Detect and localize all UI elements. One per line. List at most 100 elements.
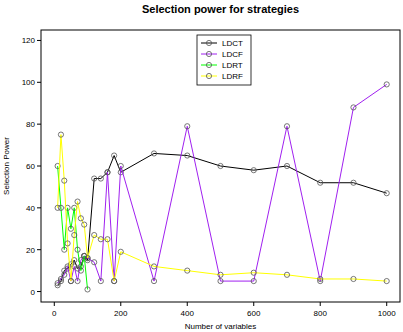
y-tick — [37, 40, 41, 41]
point — [75, 278, 80, 283]
x-tick-label: 200 — [114, 309, 128, 318]
y-tick — [37, 249, 41, 250]
point — [318, 180, 323, 185]
y-tick — [37, 166, 41, 167]
point — [112, 278, 117, 283]
legend-swatch — [201, 65, 217, 66]
y-axis-label: Selection Power — [2, 137, 11, 195]
point — [384, 191, 389, 196]
point — [68, 278, 73, 283]
point — [98, 278, 103, 283]
point — [92, 232, 97, 237]
point — [185, 268, 190, 273]
point — [284, 272, 289, 277]
legend-marker — [206, 62, 211, 67]
point — [58, 132, 63, 137]
point — [284, 163, 289, 168]
point — [185, 153, 190, 158]
point — [78, 216, 83, 221]
point — [251, 168, 256, 173]
legend-swatch — [201, 54, 217, 55]
x-tick — [320, 302, 321, 306]
y-tick-label: 80 — [26, 120, 35, 129]
point — [384, 82, 389, 87]
x-axis-label: Number of variables — [185, 322, 257, 331]
x-tick — [120, 302, 121, 306]
series-line — [58, 135, 387, 281]
y-tick-label: 20 — [26, 246, 35, 255]
legend-label: LDRT — [222, 61, 243, 70]
point — [118, 163, 123, 168]
point — [218, 272, 223, 277]
x-tick-label: 1000 — [378, 309, 396, 318]
point — [75, 199, 80, 204]
point — [98, 237, 103, 242]
point — [151, 151, 156, 156]
point — [55, 205, 60, 210]
point — [75, 247, 80, 252]
point — [72, 232, 77, 237]
series-line — [58, 84, 387, 283]
plot-area — [55, 82, 389, 292]
legend-swatch — [201, 43, 217, 44]
point — [98, 176, 103, 181]
point — [351, 105, 356, 110]
point — [85, 287, 90, 292]
x-tick-label: 600 — [247, 309, 261, 318]
y-tick — [37, 291, 41, 292]
point — [351, 180, 356, 185]
title: Selection power for strategies — [142, 3, 299, 15]
point — [85, 255, 90, 260]
point — [105, 170, 110, 175]
point — [62, 247, 67, 252]
point — [112, 153, 117, 158]
point — [82, 222, 87, 227]
x-tick — [386, 302, 387, 306]
legend-marker — [206, 73, 211, 78]
y-tick — [37, 124, 41, 125]
x-tick-label: 400 — [181, 309, 195, 318]
point — [72, 205, 77, 210]
legend-box — [197, 35, 251, 85]
point — [65, 241, 70, 246]
legend-swatch — [201, 76, 217, 77]
y-tick — [37, 207, 41, 208]
point — [251, 278, 256, 283]
legend: LDCT LDCF LDRT LDRF — [197, 35, 251, 85]
y-tick-label: 60 — [26, 162, 35, 171]
x-tick-label: 800 — [314, 309, 328, 318]
point — [62, 272, 67, 277]
point — [92, 176, 97, 181]
point — [92, 260, 97, 265]
point — [151, 264, 156, 269]
point — [384, 278, 389, 283]
point — [105, 237, 110, 242]
y-tick-label: 100 — [22, 78, 36, 87]
y-tick-label: 0 — [31, 288, 36, 297]
point — [118, 249, 123, 254]
point — [218, 163, 223, 168]
point — [78, 268, 83, 273]
legend-label: LDCT — [222, 39, 243, 48]
x-tick — [54, 302, 55, 306]
plot-frame — [41, 30, 400, 302]
legend-marker — [206, 40, 211, 45]
point — [151, 278, 156, 283]
legend-label: LDCF — [222, 50, 243, 59]
point — [218, 278, 223, 283]
x-tick-label: 0 — [52, 309, 57, 318]
point — [318, 276, 323, 281]
legend-label: LDRF — [222, 72, 243, 81]
point — [185, 124, 190, 129]
x-tick — [187, 302, 188, 306]
chart: Selection power for strategies0200400600… — [0, 0, 403, 332]
y-tick-label: 120 — [22, 36, 36, 45]
x-tick — [253, 302, 254, 306]
y-tick — [37, 82, 41, 83]
y-tick-label: 40 — [26, 204, 35, 213]
point — [351, 276, 356, 281]
point — [251, 270, 256, 275]
point — [68, 226, 73, 231]
series-line — [58, 166, 88, 289]
legend-marker — [206, 51, 211, 56]
